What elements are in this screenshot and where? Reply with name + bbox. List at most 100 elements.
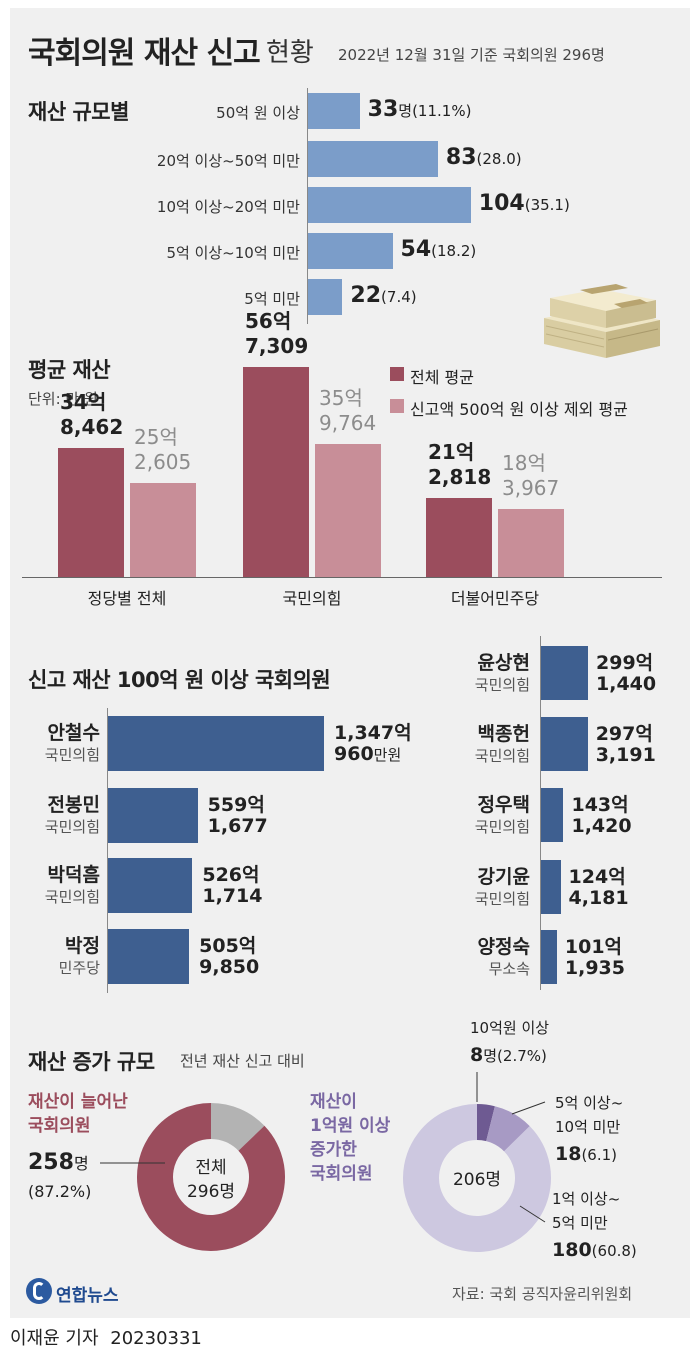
donut1-label-line: 재산이 늘어난 — [28, 1092, 128, 1112]
top-value-label: 4,181 — [568, 887, 629, 909]
donut2-percent: (2.7%) — [497, 1047, 547, 1065]
average-value-label: 56억 — [245, 309, 292, 333]
size-category-label: 20억 이상~50억 미만 — [156, 152, 300, 170]
average-value-label: 25억 — [134, 425, 178, 450]
member-name: 안철수 — [47, 722, 100, 744]
top-bar — [108, 929, 190, 984]
size-percent: (18.2) — [431, 242, 477, 260]
top-value-label: 1,714 — [202, 885, 263, 907]
size-percent: (7.4) — [381, 288, 417, 306]
donut1-label-line: 국회의원 — [28, 1116, 91, 1136]
member-name: 정우택 — [477, 794, 530, 816]
donut1-value: 258명 — [28, 1150, 89, 1175]
donut2-label-line: 1억원 이상 — [310, 1116, 391, 1136]
size-bar — [308, 141, 438, 177]
donut2-segment-name: 10억 미만 — [555, 1118, 620, 1136]
average-bar — [243, 367, 309, 577]
size-value-label: 22(7.4) — [350, 283, 416, 308]
top-bar — [108, 788, 198, 843]
top-value-unit: 만원 — [373, 746, 402, 764]
member-party: 국민의힘 — [474, 890, 530, 908]
donut1-count: 258 — [28, 1150, 74, 1175]
size-value: 83 — [445, 145, 477, 170]
average-value-label: 18억 — [502, 450, 546, 475]
member-party: 국민의힘 — [44, 818, 100, 836]
donut2-segment — [485, 1106, 530, 1153]
average-category-label: 더불어민주당 — [450, 589, 540, 608]
top-bar — [541, 860, 561, 914]
donut2-label: 재산이 1억원 이상 증가한 국회의원 — [310, 1090, 390, 1186]
donut2-leader-line — [519, 1205, 546, 1223]
average-bar — [130, 483, 196, 577]
donut2-label-line: 증가한 — [310, 1140, 357, 1160]
size-bar — [308, 233, 393, 269]
top-value-label: 3,191 — [595, 744, 656, 766]
size-category-label: 5억 이상~10억 미만 — [166, 244, 300, 262]
size-value-label: 104(35.1) — [479, 191, 570, 216]
donut1-center-label: 296명 — [187, 1182, 235, 1202]
top-value-label: 101억 — [564, 936, 623, 958]
increase-section-title: 재산 증가 규모 — [28, 1050, 155, 1074]
member-name: 박정 — [65, 935, 100, 957]
average-value-label: 35억 — [319, 385, 363, 410]
donut2-center-label: 206명 — [453, 1170, 501, 1190]
top-value-label: 299억 — [596, 652, 654, 674]
byline: 이재윤 기자 20230331 — [10, 1324, 202, 1350]
member-party: 무소속 — [488, 960, 530, 978]
top-value-label: 559억 — [207, 794, 265, 816]
basis-note: 2022년 12월 31일 기준 국회의원 296명 — [338, 46, 605, 64]
top-value-label: 1,440 — [596, 673, 657, 695]
size-value-label: 83(28.0) — [446, 145, 522, 170]
legend-swatch-total — [390, 367, 404, 381]
donut1-label: 재산이 늘어난 국회의원 — [28, 1090, 128, 1138]
average-bar — [498, 508, 564, 577]
average-bar — [58, 448, 124, 577]
size-bar — [308, 279, 343, 315]
increase-subtitle: 전년 재산 신고 대비 — [180, 1052, 305, 1070]
average-value-label: 2,818 — [428, 465, 492, 490]
top-section-title: 신고 재산 100억 원 이상 국회의원 — [28, 668, 331, 692]
member-party: 국민의힘 — [474, 676, 530, 694]
member-party: 국민의힘 — [44, 746, 100, 764]
donut1-increase-segment — [137, 1103, 285, 1251]
donut2-segment-value: 18(6.1) — [555, 1143, 617, 1165]
donut2-segment — [403, 1104, 551, 1252]
size-bar — [308, 187, 471, 223]
donut1-center-label: 전체 — [195, 1158, 226, 1178]
top-value-label: 505억 — [199, 935, 257, 957]
donut2-percent: (6.1) — [581, 1146, 617, 1164]
credit: 이재윤 기자 — [10, 1328, 99, 1349]
top-value-label: 1,677 — [207, 815, 268, 837]
size-unit: 명 — [398, 102, 413, 120]
size-value: 104 — [478, 191, 525, 216]
size-bar — [308, 93, 360, 129]
page-title-suffix: 현황 — [266, 38, 314, 68]
donut1-percent: (87.2%) — [28, 1182, 92, 1201]
top-value-label: 1,420 — [571, 815, 632, 837]
average-value-label: 34억 — [60, 390, 107, 414]
member-name: 박덕흠 — [47, 864, 100, 886]
donut2-segment-value: 180(60.8) — [552, 1239, 637, 1260]
logo-text: 연합뉴스 — [56, 1286, 119, 1306]
top-bar — [541, 788, 564, 842]
legend-swatch-excluded — [390, 399, 404, 413]
average-value-label: 8,462 — [60, 415, 124, 439]
top-bar — [541, 930, 557, 984]
size-value: 22 — [350, 283, 382, 308]
donut2-unit: 명 — [483, 1047, 497, 1065]
date: 20230331 — [110, 1328, 202, 1349]
donut2-leader-line — [511, 1101, 546, 1115]
top-value-label: 124억 — [568, 866, 626, 888]
top-value-label: 9,850 — [199, 956, 260, 978]
average-baseline — [22, 577, 662, 578]
page-title: 국회의원 재산 신고 — [28, 36, 261, 71]
top-right-axis — [540, 636, 541, 990]
average-unit: 단위: 만 원 — [28, 390, 98, 408]
size-axis-line — [307, 88, 308, 324]
size-value-label: 54(18.2) — [401, 237, 477, 262]
size-category-label: 10억 이상~20억 미만 — [156, 198, 300, 216]
donut1-unit: 명 — [73, 1154, 89, 1173]
average-bar — [315, 443, 381, 577]
member-party: 국민의힘 — [474, 818, 530, 836]
size-category-label: 50억 원 이상 — [216, 104, 300, 122]
